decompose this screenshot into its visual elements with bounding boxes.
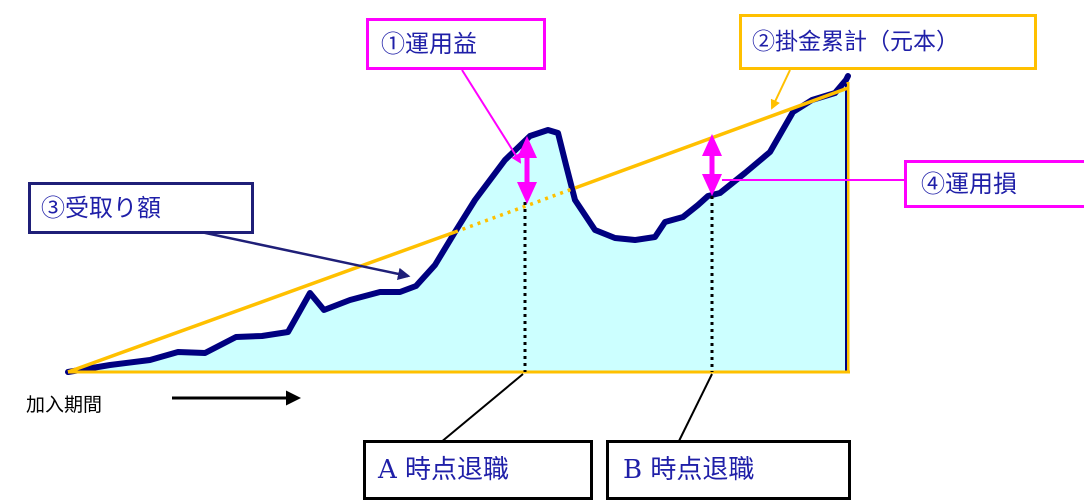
- received-area: [68, 80, 848, 372]
- retire-at-a-label: A 時点退職: [363, 440, 593, 500]
- principal-pointer: [770, 69, 791, 110]
- gain-pointer: [461, 69, 522, 164]
- principal-line-dotted: [454, 186, 576, 234]
- received-amount-label: ③受取り額: [28, 182, 254, 234]
- retire-b-connector: [677, 373, 713, 444]
- loss-double-arrow: [702, 134, 722, 196]
- investment-gain-label: ①運用益: [366, 18, 546, 70]
- principal-line: [67, 230, 456, 374]
- received-pointer: [181, 226, 411, 281]
- enrollment-period-label: 加入期間: [26, 394, 103, 416]
- retire-a-connector: [439, 373, 524, 444]
- contributions-cumulative-label: ②掛金累計（元本）: [739, 14, 1037, 70]
- investment-loss-label: ④運用損: [904, 160, 1084, 208]
- retire-at-b-label: B 時点退職: [606, 440, 851, 500]
- gain-double-arrow: [517, 136, 537, 204]
